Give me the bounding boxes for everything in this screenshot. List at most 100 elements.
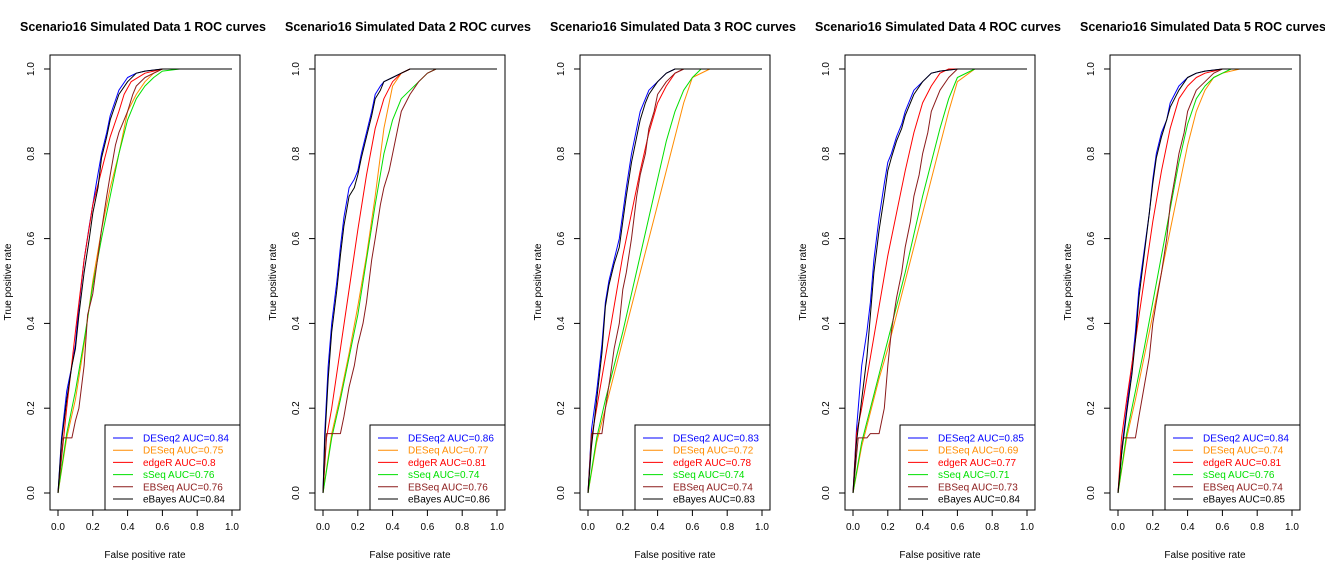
roc-line-edger xyxy=(57,68,232,494)
legend-entry: sSeq AUC=0.71 xyxy=(938,470,1010,481)
roc-line-ebayes xyxy=(322,68,497,494)
roc-line-ebseq xyxy=(852,68,1027,494)
roc-line-ebayes xyxy=(57,68,232,494)
y-axis-label: True positive rate xyxy=(798,243,809,320)
y-tick-label: 0.4 xyxy=(26,316,37,330)
chart-title: Scenario16 Simulated Data 2 ROC curves xyxy=(285,20,531,34)
y-tick-label: 1.0 xyxy=(821,62,832,76)
x-tick-label: 0.8 xyxy=(720,522,734,533)
y-tick-label: 0.8 xyxy=(556,146,567,160)
y-tick-label: 0.8 xyxy=(291,146,302,160)
y-tick-label: 0.2 xyxy=(556,401,567,415)
y-tick-label: 0.6 xyxy=(291,231,302,245)
chart-title: Scenario16 Simulated Data 4 ROC curves xyxy=(815,20,1061,34)
legend-entry: EBSeq AUC=0.73 xyxy=(938,482,1018,493)
x-tick-label: 0.4 xyxy=(386,522,400,533)
roc-line-ebseq xyxy=(322,68,497,494)
x-tick-label: 1.0 xyxy=(755,522,769,533)
legend-entry: DESeq2 AUC=0.85 xyxy=(938,434,1024,445)
roc-line-edger xyxy=(852,68,1027,494)
x-tick-label: 0.4 xyxy=(121,522,135,533)
legend-entry: DESeq2 AUC=0.84 xyxy=(143,434,229,445)
x-tick-label: 0.2 xyxy=(1146,522,1160,533)
legend-box xyxy=(634,424,771,511)
legend-entry: DESeq AUC=0.72 xyxy=(673,446,754,457)
legend-entry: DESeq AUC=0.75 xyxy=(143,446,224,457)
x-tick-label: 0.6 xyxy=(685,522,699,533)
y-tick-label: 0.2 xyxy=(291,401,302,415)
x-tick-label: 0.2 xyxy=(86,522,100,533)
y-tick-label: 0.0 xyxy=(821,486,832,500)
legend-entry: DESeq AUC=0.77 xyxy=(408,446,489,457)
y-tick-label: 1.0 xyxy=(1086,62,1097,76)
legend-entry: DESeq2 AUC=0.86 xyxy=(408,434,494,445)
x-tick-label: 0.6 xyxy=(420,522,434,533)
x-tick-label: 0.2 xyxy=(616,522,630,533)
x-tick-label: 1.0 xyxy=(225,522,239,533)
roc-line-edger xyxy=(1117,68,1292,494)
roc-line-sseq xyxy=(57,68,232,494)
y-tick-label: 0.6 xyxy=(1086,231,1097,245)
y-tick-label: 0.2 xyxy=(26,401,37,415)
x-tick-label: 0.4 xyxy=(651,522,665,533)
y-tick-label: 0.4 xyxy=(1086,316,1097,330)
y-axis-label: True positive rate xyxy=(533,243,544,320)
y-tick-label: 0.4 xyxy=(821,316,832,330)
legend-entry: DESeq AUC=0.74 xyxy=(1203,446,1284,457)
y-tick-label: 0.6 xyxy=(821,231,832,245)
x-tick-label: 0.8 xyxy=(190,522,204,533)
y-tick-label: 1.0 xyxy=(556,62,567,76)
legend-entry: sSeq AUC=0.76 xyxy=(143,470,215,481)
x-axis-label: False positive rate xyxy=(104,550,186,561)
legend-entry: eBayes AUC=0.84 xyxy=(143,495,225,506)
roc-panel-2: Scenario16 Simulated Data 2 ROC curves 0.… xyxy=(268,20,531,561)
roc-line-deseq xyxy=(852,68,1027,494)
x-tick-label: 0.0 xyxy=(51,522,65,533)
roc-line-ebseq xyxy=(1117,68,1292,494)
roc-line-ebseq xyxy=(57,68,232,494)
x-tick-label: 0.2 xyxy=(881,522,895,533)
roc-line-ebayes xyxy=(1117,68,1292,494)
x-axis-label: False positive rate xyxy=(899,550,981,561)
roc-panel-4: Scenario16 Simulated Data 4 ROC curves 0.… xyxy=(798,20,1061,561)
x-tick-label: 0.0 xyxy=(846,522,860,533)
y-tick-label: 0.6 xyxy=(26,231,37,245)
chart-title: Scenario16 Simulated Data 1 ROC curves xyxy=(20,20,266,34)
y-tick-label: 0.8 xyxy=(1086,146,1097,160)
legend-entry: EBSeq AUC=0.76 xyxy=(408,482,488,493)
legend-entry: EBSeq AUC=0.74 xyxy=(673,482,753,493)
x-axis-label: False positive rate xyxy=(634,550,716,561)
x-tick-label: 0.4 xyxy=(1181,522,1195,533)
roc-panel-1: Scenario16 Simulated Data 1 ROC curves 0.… xyxy=(3,20,266,561)
legend-box xyxy=(899,424,1036,511)
roc-line-ebayes xyxy=(587,68,762,494)
legend-box xyxy=(1164,424,1301,511)
x-tick-label: 0.6 xyxy=(155,522,169,533)
x-tick-label: 1.0 xyxy=(1020,522,1034,533)
y-tick-label: 0.0 xyxy=(26,486,37,500)
x-tick-label: 0.0 xyxy=(581,522,595,533)
y-tick-label: 0.0 xyxy=(556,486,567,500)
x-tick-label: 1.0 xyxy=(1285,522,1299,533)
roc-line-sseq xyxy=(1117,68,1292,494)
legend-entry: DESeq2 AUC=0.84 xyxy=(1203,434,1289,445)
legend-entry: sSeq AUC=0.74 xyxy=(673,470,745,481)
x-axis-label: False positive rate xyxy=(369,550,451,561)
x-tick-label: 0.2 xyxy=(351,522,365,533)
legend-entry: eBayes AUC=0.83 xyxy=(673,495,755,506)
x-tick-label: 0.6 xyxy=(1215,522,1229,533)
legend-entry: EBSeq AUC=0.76 xyxy=(143,482,223,493)
x-tick-label: 0.0 xyxy=(316,522,330,533)
legend-box xyxy=(104,424,241,511)
y-tick-label: 0.4 xyxy=(291,316,302,330)
legend-box xyxy=(369,424,506,511)
legend-entry: sSeq AUC=0.74 xyxy=(408,470,480,481)
x-tick-label: 0.0 xyxy=(1111,522,1125,533)
x-tick-label: 0.8 xyxy=(985,522,999,533)
roc-panel-5: Scenario16 Simulated Data 5 ROC curves 0.… xyxy=(1063,20,1325,561)
y-axis-label: True positive rate xyxy=(268,243,279,320)
